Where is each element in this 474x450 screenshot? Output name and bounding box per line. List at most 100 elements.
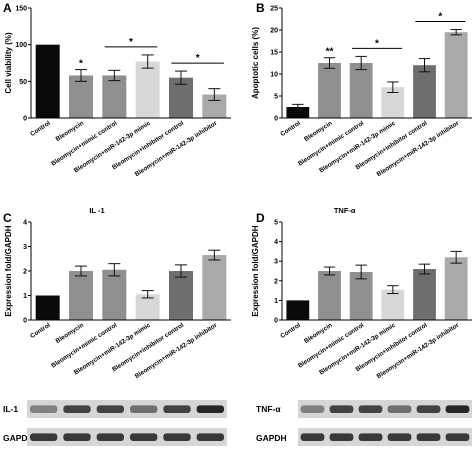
chart-title: TNF-α <box>334 206 356 215</box>
y-tick-label: 0 <box>23 318 27 325</box>
blot-band <box>387 433 412 441</box>
y-axis-label: Expression fold/GAPDH <box>4 225 13 316</box>
bar <box>102 75 127 118</box>
bar <box>349 63 373 118</box>
x-tick-label: Bleomycin <box>303 120 334 143</box>
x-tick-label: Control <box>279 322 302 340</box>
y-tick-label: 10 <box>270 72 278 79</box>
blot-band <box>130 433 158 441</box>
bar <box>381 289 405 320</box>
bar <box>381 87 405 118</box>
significance-marker: * <box>196 53 200 64</box>
blot-membrane <box>27 400 227 418</box>
chart-panel-b: B Apoptotic cells (%) 0 5 10 15 20 25 Control Ble… <box>251 1 472 178</box>
panel-letter: C <box>3 211 12 225</box>
blot-band <box>445 405 470 413</box>
x-tick-label: Control <box>29 322 52 340</box>
significance-marker: ** <box>326 47 334 58</box>
bar <box>202 255 227 320</box>
y-tick-label: 15 <box>270 50 278 57</box>
y-tick-label: 25 <box>270 6 278 13</box>
blot-label: IL-1 <box>3 404 18 414</box>
blot-band <box>196 405 224 413</box>
blot-band <box>358 405 383 413</box>
bar <box>413 65 436 118</box>
y-tick-label: 3 <box>274 259 278 266</box>
bar <box>444 257 468 320</box>
bar <box>102 269 127 320</box>
y-axis-label: Cell viability (%) <box>4 32 13 94</box>
significance-marker: * <box>438 12 442 23</box>
bar <box>318 271 341 320</box>
blot-band <box>300 433 325 441</box>
bar <box>135 294 160 320</box>
y-tick-label: 5 <box>274 94 278 101</box>
blot-band <box>130 405 158 413</box>
x-tick-label: Bleomycin <box>303 322 334 345</box>
blot-band <box>387 405 412 413</box>
y-tick-label: 0 <box>274 116 278 123</box>
bar <box>286 300 310 320</box>
blot-band <box>329 433 354 441</box>
bar <box>35 295 60 320</box>
blot-label: TNF-α <box>256 404 281 414</box>
blot-membrane <box>298 400 472 418</box>
bar <box>413 269 436 320</box>
significance-marker: * <box>375 38 379 49</box>
blot-band <box>329 405 354 413</box>
y-tick-label: 50 <box>19 79 27 86</box>
y-tick-label: 0 <box>274 318 278 325</box>
bar <box>318 63 341 118</box>
blot-label: GAPDH <box>256 433 287 443</box>
blot-band <box>63 405 91 413</box>
bar <box>444 32 468 119</box>
y-tick-label: 20 <box>270 28 278 35</box>
y-tick-label: 3 <box>23 244 27 251</box>
blot-band <box>30 433 58 441</box>
bar <box>349 271 373 320</box>
bar <box>69 75 93 118</box>
y-tick-label: 0 <box>23 116 27 123</box>
x-tick-label: Bleomycin <box>55 120 86 143</box>
blot-band <box>196 433 224 441</box>
y-tick-label: 5 <box>274 220 278 227</box>
x-tick-label: Control <box>279 120 302 138</box>
significance-marker: * <box>129 37 133 48</box>
y-tick-label: 100 <box>15 42 27 49</box>
blot-band <box>163 405 191 413</box>
y-tick-label: 2 <box>23 269 27 276</box>
y-axis-label: Expression fold/GAPDH <box>251 225 260 316</box>
bar <box>69 271 93 320</box>
chart-title: IL -1 <box>89 206 104 215</box>
y-tick-label: 2 <box>274 278 278 285</box>
chart-panel-c: C IL -1 Expression fold/GAPDH 0 1 2 3 4 Control B… <box>3 206 231 380</box>
blot-band <box>445 433 470 441</box>
blot-band <box>358 433 383 441</box>
x-tick-label: Control <box>29 120 52 138</box>
x-tick-label: Bleomycin <box>55 322 86 345</box>
significance-marker: * <box>79 59 83 70</box>
chart-panel-a: A Cell viability (%) 0 50 100 150 Control Bleom… <box>3 1 231 178</box>
panel-letter: A <box>3 1 12 15</box>
blot-band <box>416 433 441 441</box>
blot-label: GAPDH <box>3 433 34 443</box>
bar <box>286 107 310 118</box>
blot-membrane <box>298 428 472 446</box>
panel-letter: B <box>256 1 265 15</box>
blot-right: TNF-α GAPDH <box>256 400 472 446</box>
y-tick-label: 4 <box>274 239 278 246</box>
y-tick-label: 4 <box>23 220 27 227</box>
chart-panel-d: D TNF-α Expression fold/GAPDH 0 1 2 3 4 5 Control… <box>251 206 472 380</box>
bar <box>169 271 193 320</box>
western-blots: IL-1 GAPDH TNF-α GAPDH <box>3 400 472 446</box>
blot-band <box>416 405 441 413</box>
y-tick-label: 1 <box>23 293 27 300</box>
y-tick-label: 1 <box>274 298 278 305</box>
bar <box>35 44 60 118</box>
blot-band <box>96 405 124 413</box>
bar <box>135 61 160 118</box>
blot-band <box>96 433 124 441</box>
blot-band <box>30 405 58 413</box>
blot-band <box>63 433 91 441</box>
